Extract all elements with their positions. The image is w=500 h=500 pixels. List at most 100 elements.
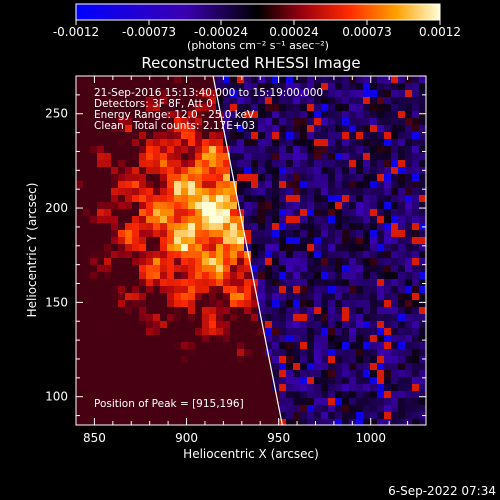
heatmap-cell — [174, 300, 182, 308]
heatmap-cell — [104, 83, 112, 91]
heatmap-cell — [356, 314, 364, 322]
heatmap-cell — [363, 265, 371, 273]
heatmap-cell — [391, 300, 399, 308]
heatmap-cell — [230, 321, 238, 329]
heatmap-cell — [118, 349, 126, 357]
heatmap-cell — [237, 202, 245, 210]
heatmap-cell — [356, 153, 364, 161]
heatmap-cell — [188, 377, 196, 385]
heatmap-cell — [412, 307, 420, 315]
heatmap-cell — [286, 363, 294, 371]
heatmap-cell — [202, 237, 210, 245]
heatmap-cell — [370, 391, 378, 399]
colorbar-tick-0: -0.0012 — [53, 25, 99, 39]
heatmap-cell — [97, 265, 105, 273]
heatmap-cell — [90, 209, 98, 217]
heatmap-cell — [153, 125, 161, 133]
heatmap-cell — [104, 216, 112, 224]
heatmap-cell — [111, 188, 119, 196]
heatmap-cell — [188, 83, 196, 91]
heatmap-cell — [111, 174, 119, 182]
heatmap-cell — [153, 307, 161, 315]
heatmap-cell — [412, 174, 420, 182]
heatmap-cell — [405, 377, 413, 385]
heatmap-cell — [314, 216, 322, 224]
heatmap-cell — [244, 384, 252, 392]
heatmap-cell — [195, 125, 203, 133]
heatmap-cell — [265, 202, 273, 210]
heatmap-cell — [314, 223, 322, 231]
heatmap-cell — [384, 153, 392, 161]
heatmap-cell — [237, 293, 245, 301]
heatmap-cell — [111, 377, 119, 385]
heatmap-cell — [167, 405, 175, 413]
heatmap-cell — [188, 349, 196, 357]
heatmap-cell — [279, 342, 287, 350]
heatmap-cell — [384, 237, 392, 245]
heatmap-cell — [412, 335, 420, 343]
heatmap-cell — [216, 90, 224, 98]
heatmap-cell — [139, 391, 147, 399]
heatmap-cell — [272, 335, 280, 343]
heatmap-cell — [384, 209, 392, 217]
heatmap-cell — [174, 286, 182, 294]
heatmap-cell — [139, 237, 147, 245]
heatmap-cell — [223, 90, 231, 98]
heatmap-cell — [349, 153, 357, 161]
heatmap-cell — [202, 258, 210, 266]
heatmap-cell — [419, 146, 426, 154]
heatmap-cell — [139, 153, 147, 161]
heatmap-cell — [195, 167, 203, 175]
heatmap-cell — [405, 244, 413, 252]
heatmap-cell — [97, 90, 105, 98]
heatmap-cell — [83, 328, 91, 336]
heatmap-cell — [202, 412, 210, 420]
heatmap-cell — [209, 370, 217, 378]
heatmap-cell — [377, 342, 385, 350]
heatmap-cell — [321, 377, 329, 385]
heatmap-cell — [265, 363, 273, 371]
heatmap-cell — [230, 90, 238, 98]
heatmap-cell — [419, 83, 426, 91]
heatmap-cell — [83, 97, 91, 105]
heatmap-cell — [216, 335, 224, 343]
heatmap-cell — [167, 265, 175, 273]
heatmap-cell — [125, 272, 133, 280]
heatmap-cell — [125, 195, 133, 203]
heatmap-cell — [237, 405, 245, 413]
heatmap-cell — [209, 188, 217, 196]
heatmap-cell — [370, 300, 378, 308]
heatmap-cell — [174, 237, 182, 245]
heatmap-cell — [398, 195, 406, 203]
heatmap-cell — [111, 202, 119, 210]
heatmap-cell — [230, 265, 238, 273]
heatmap-cell — [356, 76, 364, 84]
heatmap-cell — [377, 125, 385, 133]
heatmap-cell — [293, 139, 301, 147]
heatmap-cell — [202, 314, 210, 322]
heatmap-cell — [111, 76, 119, 84]
heatmap-cell — [160, 370, 168, 378]
heatmap-cell — [125, 83, 133, 91]
heatmap-cell — [363, 377, 371, 385]
heatmap-cell — [398, 97, 406, 105]
heatmap-cell — [370, 160, 378, 168]
heatmap-cell — [167, 384, 175, 392]
heatmap-cell — [265, 132, 273, 140]
heatmap-cell — [356, 342, 364, 350]
heatmap-cell — [419, 300, 426, 308]
heatmap-cell — [160, 104, 168, 112]
heatmap-cell — [391, 76, 399, 84]
heatmap-cell — [132, 405, 140, 413]
heatmap-cell — [356, 209, 364, 217]
heatmap-cell — [174, 391, 182, 399]
heatmap-cell — [125, 342, 133, 350]
heatmap-cell — [216, 188, 224, 196]
heatmap-cell — [209, 132, 217, 140]
heatmap-cell — [209, 293, 217, 301]
heatmap-cell — [398, 279, 406, 287]
heatmap-cell — [111, 139, 119, 147]
heatmap-cell — [195, 412, 203, 420]
heatmap-cell — [328, 279, 336, 287]
heatmap-cell — [216, 419, 224, 425]
